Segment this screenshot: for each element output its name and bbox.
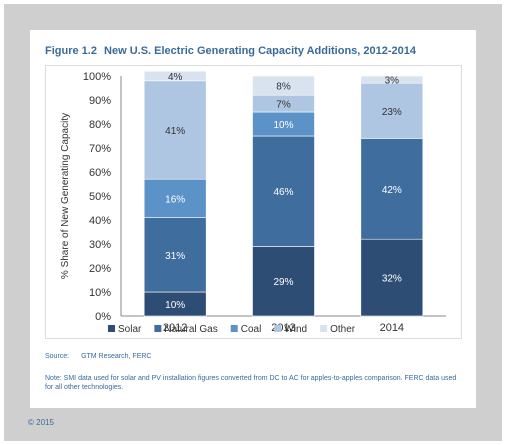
chart-area: 0% 10% 20% 30% 40% 50% 60% 70% 80% 90% 100% % Share… (45, 65, 462, 339)
bar-segment (143, 291, 207, 317)
source-line: Source: GTM Research, FERC (45, 353, 151, 360)
stacked-bar-chart: 0% 10% 20% 30% 40% 50% 60% 70% 80% 90% 100% % Share… (60, 70, 446, 335)
legend-label: Coal (241, 324, 262, 335)
bar-segment (360, 75, 424, 84)
data-label: 31% (165, 251, 185, 262)
y-tick-label: 50% (89, 191, 111, 203)
data-label: 42% (382, 185, 402, 196)
data-label: 16% (165, 194, 185, 205)
copyright: © 2015 (28, 418, 54, 427)
y-tick-label: 30% (89, 239, 111, 251)
y-tick-label: 40% (89, 215, 111, 227)
y-tick-label: 20% (89, 263, 111, 275)
data-label: 41% (165, 126, 185, 137)
y-tick-label: 100% (83, 71, 111, 83)
legend-label: Other (330, 324, 356, 335)
y-tick-label: 80% (89, 119, 111, 131)
bar-segment (360, 82, 424, 139)
data-label: 46% (273, 187, 293, 198)
data-label: 23% (382, 107, 402, 118)
x-tick-label: 2012 (163, 322, 187, 334)
legend-swatch (108, 325, 115, 332)
data-label: 8% (276, 82, 291, 93)
bar-segment (143, 70, 207, 82)
footnote: Note: SMI data used for solar and PV ins… (45, 375, 457, 391)
y-tick-label: 70% (89, 143, 111, 155)
data-label: 10% (273, 120, 293, 131)
figure-number: Figure 1.2 (45, 45, 97, 57)
bar-segment (252, 135, 315, 247)
legend-swatch (154, 325, 162, 332)
y-axis-title: % Share of New Generating Capacity (60, 113, 71, 279)
x-tick-label: 2014 (380, 322, 404, 334)
data-label: 29% (273, 277, 293, 288)
legend-swatch (274, 325, 282, 332)
bar-segment (360, 138, 424, 240)
bar-segment (252, 111, 315, 137)
image-frame: Figure 1.2 New U.S. Electric Generating … (4, 4, 502, 441)
bar-segment (252, 246, 315, 317)
legend-swatch (230, 325, 238, 332)
legend-swatch (320, 325, 328, 332)
data-label: 4% (168, 72, 183, 83)
bar-segment (360, 238, 424, 317)
y-tick-label: 60% (89, 167, 111, 179)
data-label: 3% (385, 76, 400, 87)
legend-label: Natural Gas (164, 324, 217, 335)
figure-card: Figure 1.2 New U.S. Electric Generating … (30, 30, 476, 408)
bar-segment (143, 178, 207, 218)
source-text: GTM Research, FERC (81, 353, 152, 360)
data-label: 10% (165, 300, 185, 311)
data-label: 7% (276, 100, 291, 111)
bar-segment (143, 80, 207, 180)
y-tick-label: 10% (89, 287, 111, 299)
data-label: 32% (382, 274, 402, 285)
y-tick-label: 0% (95, 311, 111, 323)
source-label: Source: (45, 353, 70, 360)
figure-title: Figure 1.2 New U.S. Electric Generating … (45, 45, 416, 57)
figure-title-text: New U.S. Electric Generating Capacity Ad… (104, 45, 417, 57)
y-tick-label: 90% (89, 95, 111, 107)
legend-label: Wind (284, 324, 307, 335)
legend-label: Solar (118, 324, 142, 335)
bar-segment (252, 75, 315, 96)
